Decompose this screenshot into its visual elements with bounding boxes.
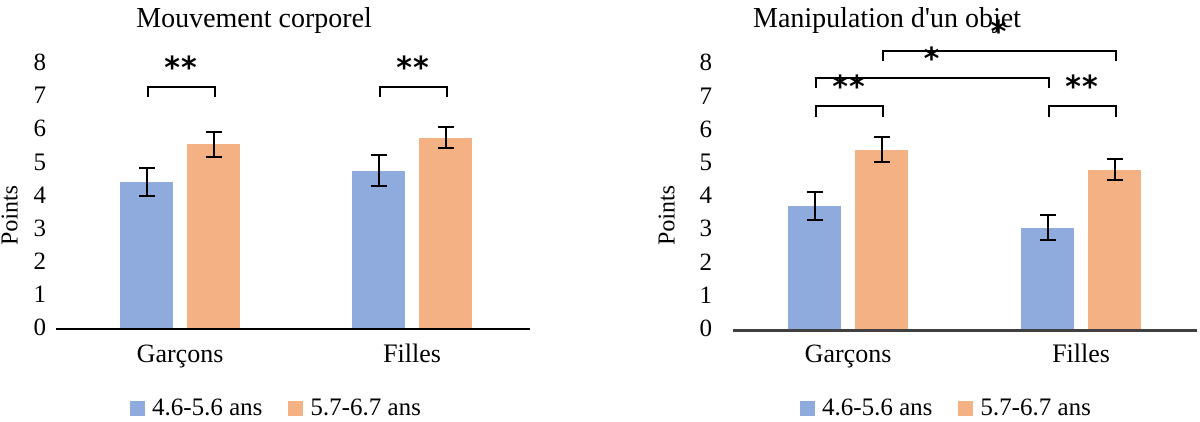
y-tick-label: 2 (699, 248, 713, 276)
y-tick-label: 6 (33, 115, 47, 143)
significance-bracket-tick (213, 86, 216, 98)
error-bar (145, 167, 148, 198)
significance-bracket (1047, 104, 1117, 107)
x-axis-line (733, 329, 1197, 332)
significance-bracket-tick (881, 104, 884, 117)
y-tick-label: 0 (33, 314, 47, 341)
significance-label: ** (164, 51, 198, 87)
bar (120, 182, 173, 328)
error-bar (880, 136, 883, 163)
y-tick-label: 3 (33, 214, 47, 242)
category-label: Garçons (136, 339, 224, 368)
y-tick-label: 8 (33, 49, 47, 77)
error-bar (212, 131, 215, 158)
significance-label: * (990, 15, 1008, 51)
significance-bracket-tick (445, 86, 448, 98)
error-bar (1113, 158, 1116, 182)
legend-swatch-orange (288, 400, 304, 416)
error-bar-cap-top (1039, 214, 1056, 217)
category-label: Garçons (804, 339, 892, 368)
significance-bracket-tick (146, 86, 149, 98)
y-tick-label: 4 (699, 182, 713, 210)
error-bar-cap-top (138, 167, 155, 170)
bar (187, 144, 240, 328)
significance-bracket-tick (881, 50, 884, 62)
error-bar-cap-top (873, 136, 890, 139)
y-tick-label: 6 (699, 115, 713, 143)
error-bar-cap-bottom (205, 155, 222, 158)
legend-swatch-orange (958, 400, 974, 416)
error-bar-cap-bottom (437, 147, 454, 150)
significance-bracket (146, 86, 216, 89)
error-bar-cap-top (205, 131, 222, 134)
y-tick-label: 7 (699, 82, 713, 110)
error-bar-cap-top (806, 191, 823, 194)
legend-swatch-blue (800, 400, 815, 416)
x-axis-line (56, 328, 530, 330)
y-tick-label: 5 (33, 148, 47, 176)
y-tick-label: 0 (699, 315, 713, 342)
bar (1088, 169, 1141, 329)
bar (788, 206, 841, 329)
significance-bracket-tick (1047, 104, 1050, 117)
chart-title: Mouvement corporel (136, 3, 372, 34)
legend-label: 4.6-5.6 ans (822, 394, 933, 421)
error-bar-cap-bottom (806, 219, 823, 222)
error-bar-cap-top (370, 154, 387, 157)
legend-item: 5.7-6.7 ans (288, 394, 421, 422)
legend-swatch-blue (130, 400, 145, 416)
error-bar-cap-bottom (873, 161, 890, 163)
y-tick-label: 8 (699, 49, 713, 77)
legend-label: 5.7-6.7 ans (980, 394, 1091, 421)
y-tick-label: 5 (699, 149, 713, 176)
error-bar-cap-top (1106, 158, 1123, 161)
error-bar-cap-bottom (370, 185, 387, 188)
significance-bracket (881, 50, 1117, 53)
chart-title: Manipulation d'un objet (753, 3, 1021, 34)
significance-bracket-tick (814, 76, 817, 88)
significance-bracket-tick (1114, 104, 1117, 117)
error-bar (813, 191, 816, 222)
error-bar (444, 126, 447, 150)
bar (1021, 227, 1074, 329)
y-tick-label: 1 (699, 281, 713, 309)
category-label: Filles (383, 339, 441, 368)
y-tick-label: 1 (33, 280, 47, 308)
error-bar-cap-bottom (138, 195, 155, 198)
y-tick-label: 4 (33, 181, 47, 209)
bar (855, 149, 908, 329)
error-bar-cap-top (437, 126, 454, 129)
error-bar (1046, 214, 1049, 241)
legend: 4.6-5.6 ans 5.7-6.7 ans (800, 394, 1091, 422)
significance-bracket-tick (814, 104, 817, 117)
legend: 4.6-5.6 ans 5.7-6.7 ans (130, 394, 421, 422)
y-tick-label: 2 (33, 247, 47, 275)
legend-item: 4.6-5.6 ans (800, 394, 932, 422)
legend-label: 4.6-5.6 ans (152, 394, 263, 421)
legend-item: 5.7-6.7 ans (958, 394, 1091, 422)
bar (352, 170, 405, 328)
y-tick-label: 7 (33, 82, 47, 110)
significance-label: ** (1065, 69, 1099, 105)
significance-bracket-tick (378, 86, 381, 98)
significance-bracket-tick (1114, 50, 1117, 62)
significance-label: ** (396, 51, 430, 87)
significance-bracket (378, 86, 448, 89)
error-bar-cap-bottom (1106, 179, 1123, 182)
significance-bracket (814, 76, 1050, 79)
bar (419, 137, 472, 328)
significance-bracket-tick (1047, 76, 1050, 88)
y-tick-label: 3 (699, 215, 713, 243)
legend-label: 5.7-6.7 ans (310, 394, 421, 421)
legend-item: 4.6-5.6 ans (130, 394, 262, 422)
error-bar (377, 154, 380, 188)
error-bar-cap-bottom (1039, 239, 1056, 242)
significance-bracket (814, 104, 884, 107)
category-label: Filles (1052, 339, 1110, 368)
